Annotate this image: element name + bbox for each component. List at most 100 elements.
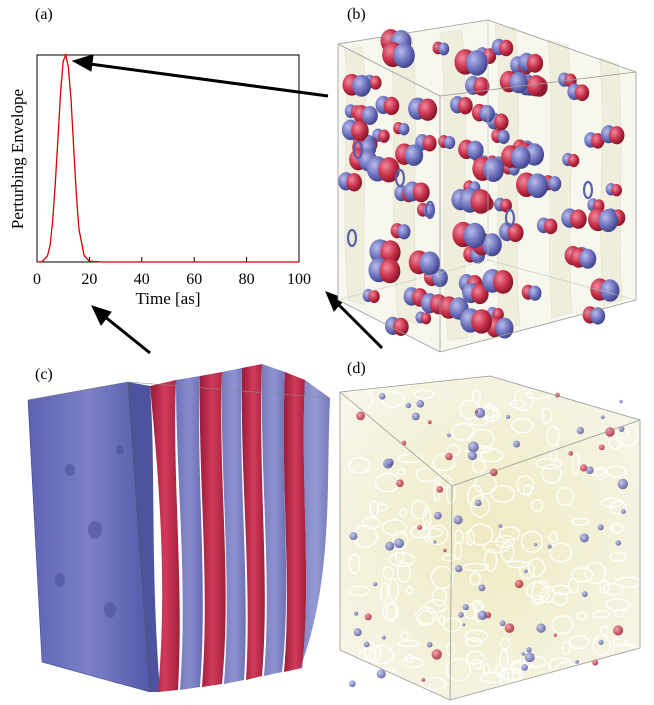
dot: [445, 453, 453, 461]
foam-cell: [580, 680, 590, 692]
dot: [505, 623, 515, 633]
dot: [428, 420, 432, 424]
dot: [406, 403, 412, 409]
dot: [500, 620, 506, 626]
lobe-pair: [433, 42, 450, 56]
dot: [506, 415, 510, 419]
lobe-pair: [342, 120, 369, 142]
x-tick-label: 80: [239, 271, 255, 288]
lobe-pair: [570, 248, 596, 269]
dot: [417, 525, 422, 530]
dot: [416, 400, 424, 408]
dot: [554, 634, 557, 637]
dot: [575, 660, 579, 664]
lobe-pair: [391, 223, 411, 239]
volume-render-b: [338, 20, 636, 352]
dot: [354, 612, 358, 616]
lobe-pair: [460, 308, 492, 333]
dot: [475, 410, 478, 413]
dot: [601, 415, 605, 419]
lobe-pair: [472, 104, 495, 123]
lobe-pair: [404, 181, 430, 202]
lobe-pair: [590, 278, 619, 301]
lobe-pair: [606, 183, 622, 196]
dot: [386, 458, 394, 466]
lobe-pair: [562, 153, 579, 167]
dot: [356, 412, 365, 421]
lobe-pair: [409, 250, 440, 275]
dot: [548, 545, 552, 549]
lobe-pair: [516, 172, 548, 198]
x-axis-title: Time [as]: [135, 289, 200, 308]
lobe-pair: [601, 125, 625, 144]
x-ticks: [37, 257, 299, 262]
dot: [382, 636, 386, 640]
lobe-pair: [367, 156, 400, 182]
dot: [577, 427, 584, 434]
dot: [354, 628, 362, 636]
dot: [525, 652, 535, 662]
dot: [432, 649, 442, 659]
dot: [412, 412, 420, 420]
dot: [421, 678, 425, 682]
dot: [598, 524, 604, 530]
lobe-pair: [537, 217, 557, 234]
dot: [385, 542, 394, 551]
dot: [616, 540, 622, 546]
lobe-pair: [501, 145, 530, 169]
dot: [462, 623, 465, 626]
lobe-pair: [452, 222, 485, 248]
dot: [599, 640, 604, 645]
dot: [536, 623, 545, 632]
dot: [619, 400, 622, 403]
dot: [621, 509, 626, 514]
dot: [463, 604, 469, 610]
dot: [377, 669, 386, 678]
foam-cell: [616, 679, 639, 700]
dot: [436, 486, 443, 493]
lobe-pair: [438, 135, 455, 149]
dot: [580, 533, 589, 542]
dot: [394, 538, 404, 548]
dot: [447, 433, 451, 437]
lobe-pair: [567, 83, 589, 101]
y-axis-title: Perturbing Envelope: [8, 89, 27, 229]
dot: [349, 680, 356, 687]
dot: [613, 625, 623, 635]
dot: [433, 540, 436, 543]
dot: [365, 613, 372, 620]
dot: [468, 451, 477, 460]
lobe-pair: [454, 49, 487, 76]
dot: [534, 543, 537, 546]
dot: [568, 451, 573, 456]
lobe-pair: [395, 143, 423, 166]
dot: [498, 524, 502, 528]
lobe-pair: [522, 285, 542, 301]
lobe-pair: [408, 97, 437, 120]
lobe-pair: [368, 258, 400, 284]
lobe-pair: [338, 172, 362, 191]
x-tick-labels: 0 20 40 60 80 100: [33, 271, 311, 288]
dot: [396, 479, 404, 487]
lobe-pair: [342, 74, 370, 97]
dot: [455, 565, 462, 572]
arrows: [73, 55, 382, 353]
dot: [443, 549, 447, 553]
chart-a: 0 20 40 60 80 100 Time [as] Perturbing Envelo…: [8, 55, 311, 308]
dot: [582, 591, 588, 597]
dot: [521, 652, 525, 656]
dot: [478, 611, 487, 620]
sheet-stack: [28, 364, 330, 692]
dot: [468, 441, 479, 452]
dot: [521, 664, 528, 671]
dot: [454, 515, 463, 524]
lobe-pair: [393, 122, 409, 135]
lobe-pair: [385, 317, 409, 336]
dot: [524, 569, 528, 573]
dot: [427, 642, 433, 648]
arrow-b-to-peak: [73, 55, 328, 96]
lobe-pair: [491, 129, 509, 144]
lobe-pair: [376, 96, 400, 115]
dot: [373, 582, 377, 586]
lobe-pair: [382, 42, 415, 68]
